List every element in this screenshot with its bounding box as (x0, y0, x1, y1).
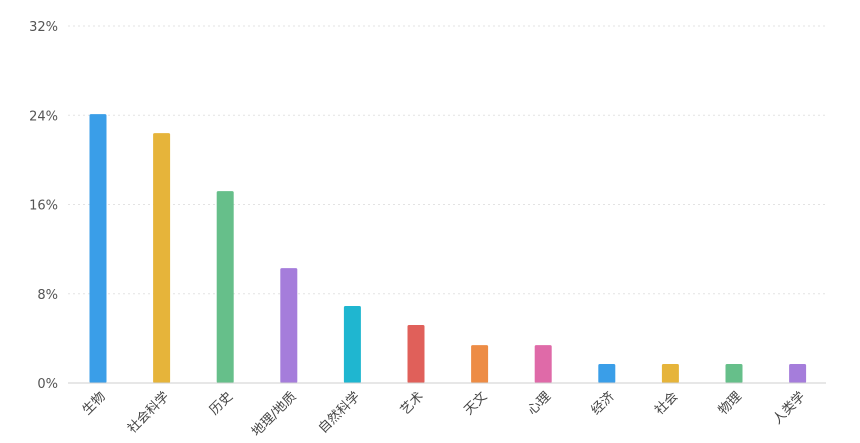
x-tick-label: 自然科学 (315, 389, 363, 437)
y-tick-label: 32% (29, 20, 58, 35)
y-tick-label: 24% (29, 109, 58, 124)
grid-lines (68, 25, 826, 295)
bar[interactable] (343, 306, 361, 383)
bar[interactable] (153, 133, 171, 383)
bar[interactable] (89, 114, 107, 384)
x-tick-label: 经济 (589, 389, 618, 418)
x-tick-label: 人类学 (770, 389, 809, 428)
x-tick-label: 地理/地质 (249, 389, 299, 439)
bar[interactable] (407, 324, 425, 383)
x-tick-label: 生物 (80, 389, 109, 418)
x-tick-label: 艺术 (398, 389, 427, 418)
y-axis: 0% 8% 16% 24% 32% (29, 20, 58, 392)
x-tick-label: 物理 (716, 389, 745, 418)
bar[interactable] (725, 364, 743, 383)
bar[interactable] (661, 364, 679, 383)
bar[interactable] (471, 345, 489, 383)
y-tick-label: 8% (37, 288, 58, 303)
bar[interactable] (534, 345, 552, 383)
y-tick-label: 0% (37, 377, 58, 392)
bar[interactable] (598, 364, 616, 383)
x-tick-label: 心理 (525, 389, 554, 418)
x-tick-label: 天文 (461, 389, 490, 418)
y-tick-label: 16% (29, 199, 58, 214)
x-axis: 生物 社会科学 历史 地理/地质 自然科学 艺术 天文 心理 经济 社会 物理 人类学 (80, 389, 809, 440)
x-tick-label: 历史 (207, 389, 236, 418)
bars (89, 114, 807, 384)
x-tick-label: 社会 (652, 389, 682, 419)
x-tick-label: 社会科学 (124, 389, 172, 437)
bar[interactable] (280, 268, 298, 383)
bar[interactable] (216, 191, 234, 383)
bar[interactable] (789, 364, 807, 383)
